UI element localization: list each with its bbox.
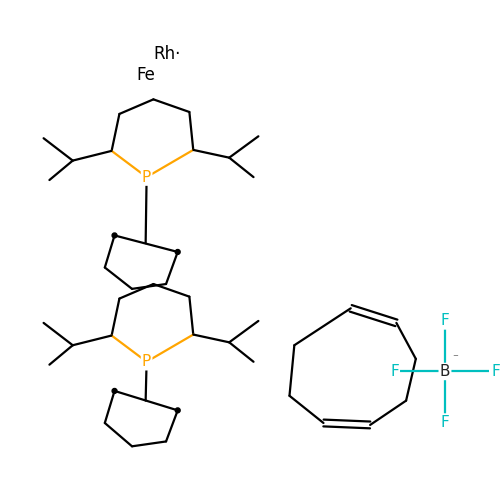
Text: Fe: Fe [136, 66, 155, 84]
Text: P: P [142, 354, 151, 370]
Circle shape [112, 388, 117, 394]
Text: F: F [390, 364, 399, 379]
Text: P: P [142, 170, 151, 184]
Text: F: F [440, 414, 450, 430]
Circle shape [112, 233, 117, 238]
Circle shape [176, 408, 180, 413]
Text: ⁻: ⁻ [452, 353, 458, 363]
Text: Rh·: Rh· [154, 44, 181, 62]
Text: B: B [440, 364, 450, 379]
Text: F: F [491, 364, 500, 379]
Text: F: F [440, 314, 450, 328]
Circle shape [176, 250, 180, 254]
